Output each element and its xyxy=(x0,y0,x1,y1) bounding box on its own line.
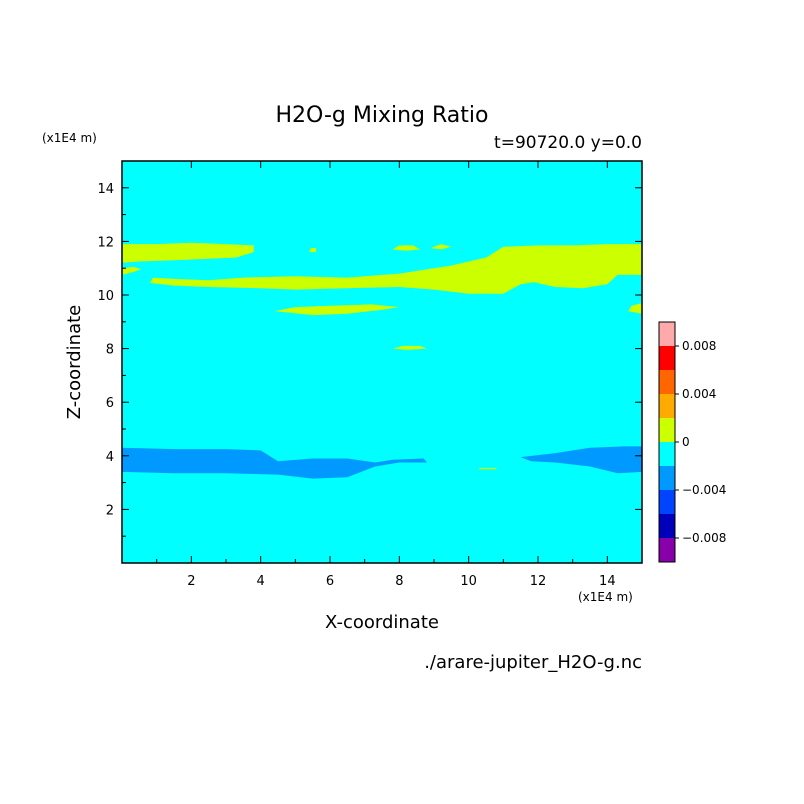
colorbar-tick-label: −0.004 xyxy=(682,483,726,497)
plot-background xyxy=(122,161,642,563)
x-tick-label: 10 xyxy=(460,574,477,589)
contour-region xyxy=(520,446,642,474)
colorbar-segment xyxy=(659,538,675,562)
colorbar-segment xyxy=(659,346,675,370)
contour-region xyxy=(430,244,452,250)
y-tick-label: 6 xyxy=(106,396,114,411)
colorbar-segment xyxy=(659,514,675,538)
file-name-label: ./arare-jupiter_H2O-g.nc xyxy=(424,652,642,673)
x-tick-label: 4 xyxy=(257,574,265,589)
chart-subtitle: t=90720.0 y=0.0 xyxy=(494,133,642,153)
x-tick-label: 14 xyxy=(599,574,616,589)
colorbar-segment xyxy=(659,418,675,442)
colorbar-segment xyxy=(659,442,675,466)
contour-region xyxy=(122,242,254,263)
colorbar-segment xyxy=(659,322,675,346)
plot-frame xyxy=(121,160,643,564)
colorbar-segment xyxy=(659,370,675,394)
colorbar-segment xyxy=(659,394,675,418)
y-tick-label: 10 xyxy=(97,289,114,304)
chart-title: H2O-g Mixing Ratio xyxy=(276,103,489,128)
colorbar-segment xyxy=(659,490,675,514)
y-tick-label: 12 xyxy=(97,235,114,250)
contour-region xyxy=(122,447,428,479)
y-tick-label: 14 xyxy=(97,182,114,197)
colorbar: −0.008 −0.004 0 0.004 0.008 xyxy=(658,321,726,563)
contour-region xyxy=(309,248,317,253)
colorbar-tick-label: 0.004 xyxy=(682,387,716,401)
contour-regions xyxy=(122,242,642,479)
contour-region xyxy=(479,467,497,470)
y-tick-label: 2 xyxy=(106,503,114,518)
x-tick-label: 6 xyxy=(326,574,334,589)
contour-region xyxy=(392,245,421,251)
x-unit-label: (x1E4 m) xyxy=(578,590,633,604)
contour-region xyxy=(628,303,642,314)
plot-area: 2 4 6 8 10 12 14 2 4 6 8 10 12 14 xyxy=(97,160,643,589)
contour-region xyxy=(531,272,618,289)
contour-region xyxy=(149,244,642,294)
y-unit-label: (x1E4 m) xyxy=(42,131,97,145)
contour-region xyxy=(274,304,400,316)
axis-ticks: 2 4 6 8 10 12 14 2 4 6 8 10 12 14 xyxy=(97,161,642,589)
x-tick-label: 8 xyxy=(395,574,403,589)
contour-region xyxy=(392,345,428,350)
y-tick-label: 4 xyxy=(106,450,114,465)
y-axis-label: Z-coordinate xyxy=(64,305,85,420)
contour-region xyxy=(122,266,142,275)
colorbar-segment xyxy=(659,466,675,490)
x-axis-label: X-coordinate xyxy=(325,612,439,633)
y-tick-label: 8 xyxy=(106,343,114,358)
colorbar-tick-label: 0 xyxy=(682,435,690,449)
x-tick-label: 12 xyxy=(530,574,547,589)
colorbar-tick-label: 0.008 xyxy=(682,339,716,353)
colorbar-tick-label: −0.008 xyxy=(682,531,726,545)
x-tick-label: 2 xyxy=(187,574,195,589)
